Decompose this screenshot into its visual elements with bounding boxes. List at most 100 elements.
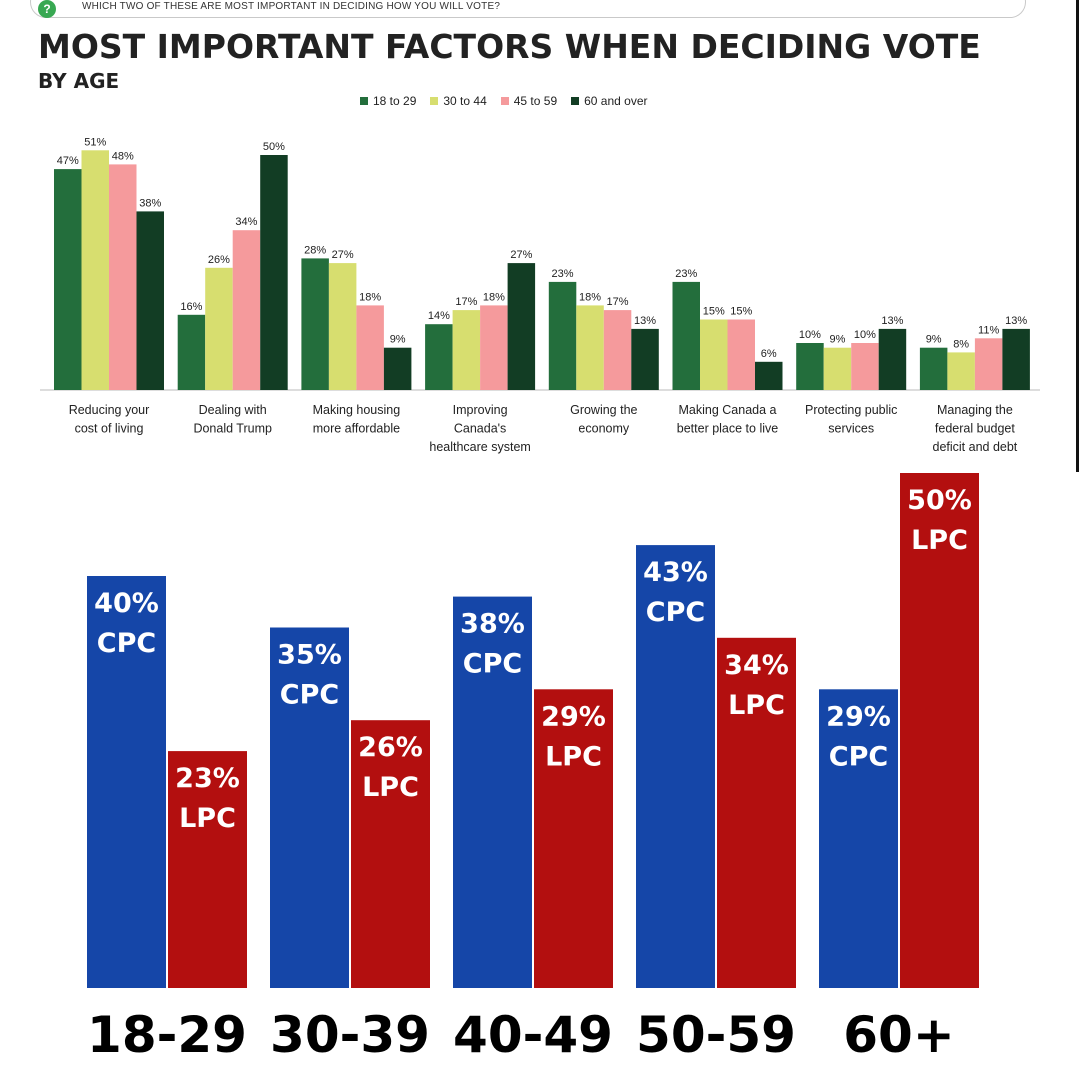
- bar: [177, 314, 206, 390]
- data-label: 9%: [390, 334, 406, 346]
- legend-label: 45 to 59: [513, 94, 558, 108]
- bar-value-label: 23%: [175, 763, 240, 794]
- bar: [947, 352, 975, 390]
- age-group-label: 18-29: [87, 1006, 247, 1064]
- data-label: 10%: [799, 329, 821, 341]
- bar: [109, 164, 137, 390]
- party-support-bar-chart: 40% CPC 23% LPC 18-29 35% CPC 26% LPC 30-39 38% CPC…: [87, 473, 979, 1064]
- bar-value-label: 34%: [724, 650, 789, 681]
- bar-value-label: 38%: [460, 609, 525, 640]
- bar: [356, 305, 384, 390]
- data-label: 14%: [428, 310, 450, 322]
- legend-item: 60 and over: [571, 94, 648, 108]
- bar: [136, 211, 164, 390]
- data-label: 26%: [208, 254, 230, 266]
- data-label: 13%: [881, 315, 903, 327]
- party-bar: [351, 720, 430, 988]
- bar: [603, 310, 632, 390]
- bar: [260, 155, 288, 390]
- party-bar: [168, 751, 247, 988]
- bar: [727, 319, 755, 390]
- factors-chart-panel: ? WHICH TWO OF THESE ARE MOST IMPORTANT …: [0, 0, 1080, 472]
- data-label: 6%: [761, 348, 777, 360]
- bar-party-label: LPC: [728, 690, 785, 721]
- bar: [974, 338, 1003, 390]
- party-bar: [453, 596, 532, 988]
- bar: [919, 347, 948, 390]
- bar: [54, 169, 82, 390]
- party-bar: [717, 637, 796, 988]
- party-bar: [270, 627, 349, 988]
- data-label: 13%: [1005, 315, 1027, 327]
- age-group-label: 30-39: [270, 1006, 430, 1064]
- data-label: 11%: [978, 324, 999, 336]
- bar: [480, 305, 508, 390]
- question-circle-icon: ?: [38, 0, 56, 18]
- data-label: 18%: [359, 291, 381, 303]
- bar-party-label: LPC: [911, 525, 968, 556]
- legend-swatch: [500, 97, 509, 105]
- data-label: 48%: [112, 150, 134, 162]
- chart-title: MOST IMPORTANT FACTORS WHEN DECIDING VOT…: [38, 27, 981, 66]
- bar-value-label: 26%: [358, 732, 423, 763]
- party-bar: [534, 689, 613, 988]
- bar: [576, 305, 604, 390]
- bar: [878, 328, 907, 390]
- party-chart-panel: 40% CPC 23% LPC 18-29 35% CPC 26% LPC 30-39 38% CPC…: [0, 472, 1080, 1080]
- factors-bar-chart: 47% 51% 48% 38% Reducing your cost of living 1…: [40, 136, 1040, 454]
- bar: [823, 347, 852, 390]
- bar-party-label: LPC: [545, 741, 602, 772]
- data-label: 23%: [552, 268, 574, 280]
- data-label: 8%: [953, 338, 969, 350]
- data-label: 18%: [483, 291, 505, 303]
- data-label: 16%: [180, 301, 202, 313]
- data-label: 17%: [455, 296, 477, 308]
- bar: [631, 328, 659, 390]
- bar: [507, 263, 536, 390]
- panel-divider: [1076, 0, 1079, 472]
- legend-label: 18 to 29: [373, 94, 417, 108]
- legend-swatch: [571, 97, 580, 105]
- bar: [548, 281, 577, 390]
- category-label: Reducing your cost of living: [69, 403, 150, 436]
- party-bar: [636, 545, 715, 988]
- party-bar: [900, 473, 979, 988]
- data-label: 10%: [854, 329, 876, 341]
- category-label: Managing the federal budget deficit and de…: [933, 403, 1018, 454]
- category-label: Protecting public services: [805, 403, 897, 436]
- category-label: Growing the economy: [570, 403, 637, 436]
- party-bar: [87, 576, 166, 988]
- bar: [81, 150, 109, 390]
- bar-party-label: CPC: [646, 597, 705, 628]
- data-label: 34%: [235, 216, 257, 228]
- bar: [851, 343, 879, 390]
- legend-item: 30 to 44: [430, 94, 487, 108]
- category-label: Making housing more affordable: [313, 403, 401, 436]
- data-label: 15%: [703, 306, 725, 318]
- data-label: 13%: [634, 315, 656, 327]
- chart-subtitle: BY AGE: [38, 69, 120, 93]
- bar-party-label: CPC: [463, 649, 522, 680]
- bar-party-label: LPC: [179, 803, 236, 834]
- legend-label: 60 and over: [584, 94, 648, 108]
- bar: [425, 324, 453, 390]
- bar: [383, 347, 412, 390]
- data-label: 28%: [304, 244, 326, 256]
- bar: [232, 230, 261, 390]
- survey-question: WHICH TWO OF THESE ARE MOST IMPORTANT IN…: [82, 1, 501, 12]
- legend-item: 18 to 29: [360, 94, 416, 108]
- legend-swatch: [430, 97, 439, 105]
- category-label: Improving Canada's healthcare system: [429, 403, 530, 454]
- legend-swatch: [360, 97, 368, 105]
- party-bar: [819, 689, 898, 988]
- legend-item: 45 to 59: [500, 94, 558, 108]
- bar: [328, 263, 357, 390]
- bar: [755, 361, 783, 390]
- data-label: 9%: [926, 334, 942, 346]
- data-label: 27%: [332, 249, 354, 261]
- age-group-label: 50-59: [636, 1006, 796, 1064]
- data-label: 47%: [57, 155, 79, 167]
- bar-value-label: 29%: [541, 701, 606, 732]
- category-label: Making Canada a better place to live: [677, 403, 778, 436]
- data-label: 50%: [263, 141, 285, 153]
